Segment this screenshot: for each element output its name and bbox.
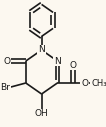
Text: O: O	[70, 60, 77, 69]
Text: N: N	[38, 45, 45, 54]
Text: OH: OH	[35, 109, 48, 118]
Text: CH₃: CH₃	[91, 78, 106, 88]
Text: Br: Br	[0, 83, 10, 91]
Text: O: O	[3, 57, 10, 66]
Text: O: O	[81, 78, 88, 88]
Text: N: N	[54, 57, 61, 66]
